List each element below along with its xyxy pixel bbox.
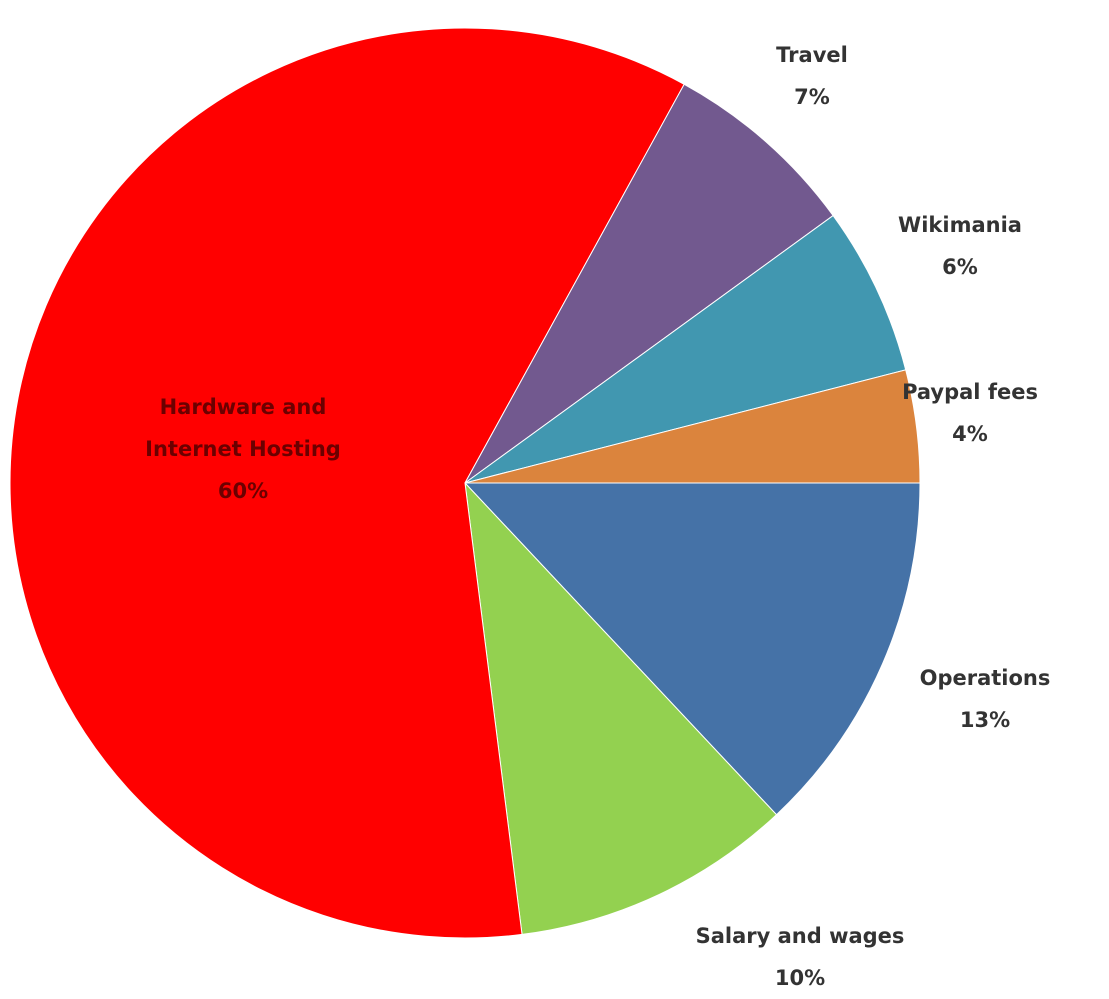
slice-label: Wikimania 6% (898, 204, 1022, 288)
slice-label: Travel 7% (776, 34, 848, 118)
pie-slice (9, 27, 685, 939)
slice-label: Operations 13% (920, 657, 1051, 741)
value-label: 13% (959, 708, 1011, 732)
pie-slice (464, 481, 778, 935)
category-name: Hardware and Internet Hosting (145, 395, 341, 461)
value-label: 4% (952, 422, 988, 446)
category-name: Paypal fees (902, 380, 1038, 404)
slice-label: Salary and wages 10% (696, 915, 905, 999)
pie-slice (463, 482, 921, 816)
slice-label: Hardware and Internet Hosting 60% (123, 386, 363, 512)
page: (() => { const data = JSON.parse(documen… (9, 27, 1051, 990)
value-label: 6% (942, 255, 978, 279)
value-label: 7% (794, 85, 830, 109)
pie-slice (464, 83, 834, 484)
category-name: Salary and wages (695, 924, 905, 948)
category-name: Wikimania (898, 213, 1022, 237)
category-name: Travel (776, 43, 848, 67)
value-label: 10% (774, 966, 826, 990)
value-label: 60% (217, 479, 269, 503)
category-name: Operations (919, 666, 1051, 690)
pie-slice (464, 369, 921, 484)
chart (9, 27, 921, 939)
pie-slice (464, 214, 907, 484)
slice-label: Paypal fees 4% (902, 371, 1038, 455)
